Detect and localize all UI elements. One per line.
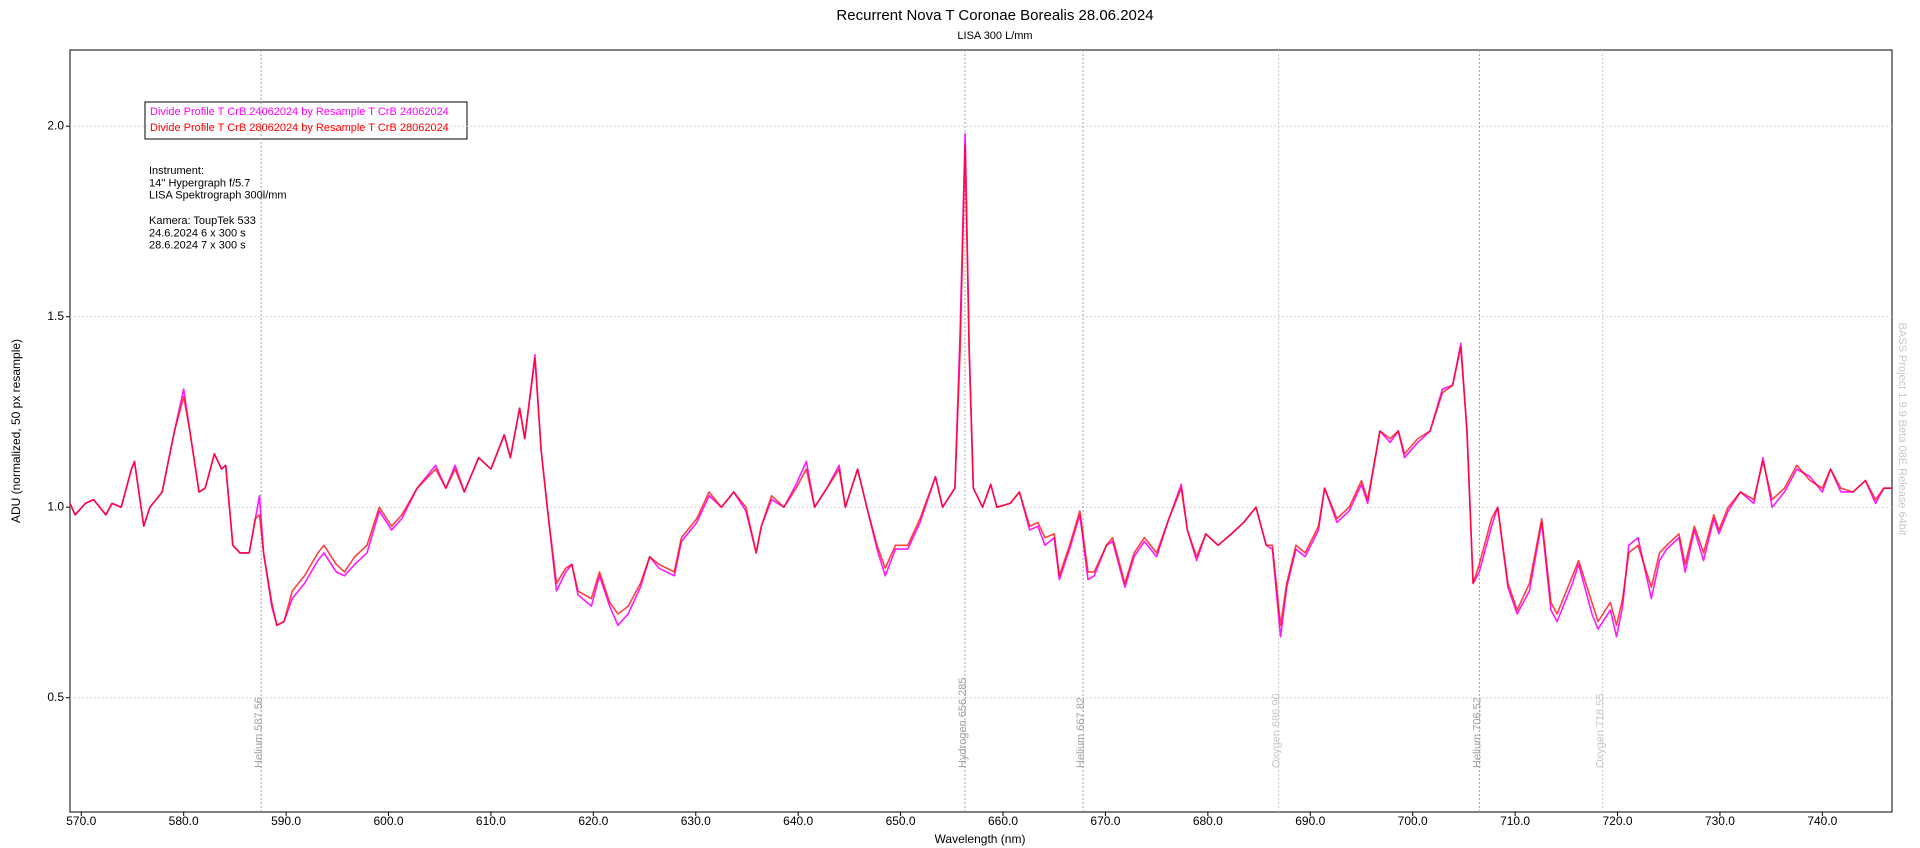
note-line: 24.6.2024 6 x 300 s — [149, 227, 246, 239]
marker-label: Helium 667.82 — [1075, 697, 1087, 768]
x-tick-label: 620.0 — [578, 814, 608, 828]
watermark: BASS Project 1.9.9 Beta 08E Release 64bi… — [1896, 323, 1908, 536]
marker-label: Oxygen 686.90 — [1270, 693, 1282, 768]
x-tick-label: 610.0 — [476, 814, 506, 828]
spectrum-line — [69, 144, 1892, 627]
y-tick-label: 0.5 — [47, 690, 64, 704]
plot-frame — [69, 49, 1893, 813]
x-tick-label: 680.0 — [1193, 814, 1223, 828]
chart-title: Recurrent Nova T Coronae Borealis 28.06.… — [836, 7, 1153, 24]
x-tick-label: 740.0 — [1807, 814, 1837, 828]
x-tick-label: 720.0 — [1603, 814, 1633, 828]
marker-label: Helium 587.56 — [253, 697, 265, 768]
y-tick-label: 1.0 — [47, 499, 64, 513]
y-tick-label: 2.0 — [47, 118, 64, 132]
legend-box — [144, 101, 468, 140]
x-tick-label: 670.0 — [1090, 814, 1120, 828]
x-tick-label: 660.0 — [988, 814, 1018, 828]
x-axis-label: Wavelength (nm) — [935, 832, 1026, 846]
y-tick-label: 1.5 — [47, 309, 64, 323]
legend-entry: Divide Profile T CrB 28062024 by Resampl… — [150, 122, 449, 134]
x-tick-label: 730.0 — [1705, 814, 1735, 828]
spectrum-line — [69, 133, 1892, 638]
chart-subtitle: LISA 300 L/mm — [957, 30, 1032, 42]
x-tick-label: 630.0 — [681, 814, 711, 828]
marker-label: Hydrogen 656.285 — [957, 677, 969, 768]
note-line: 28.6.2024 7 x 300 s — [149, 240, 246, 252]
x-tick-label: 570.0 — [66, 814, 96, 828]
y-axis-label: ADU (normalized, 50 px resample) — [9, 339, 23, 523]
x-tick-label: 650.0 — [886, 814, 916, 828]
legend-entry: Divide Profile T CrB 24062024 by Resampl… — [150, 106, 449, 118]
note-line: LISA Spektrograph 300l/mm — [149, 190, 287, 202]
x-tick-label: 590.0 — [271, 814, 301, 828]
x-tick-label: 700.0 — [1398, 814, 1428, 828]
marker-label: Helium 706.52 — [1471, 697, 1483, 768]
x-tick-label: 640.0 — [783, 814, 813, 828]
note-line: Instrument: — [149, 165, 204, 177]
x-tick-label: 580.0 — [169, 814, 199, 828]
x-tick-label: 710.0 — [1500, 814, 1530, 828]
x-tick-label: 690.0 — [1295, 814, 1325, 828]
note-line: 14'' Hypergraph f/5.7 — [149, 177, 250, 189]
x-tick-label: 600.0 — [374, 814, 404, 828]
note-line: Kamera: ToupTek 533 — [149, 215, 256, 227]
marker-label: Oxygen 718.55 — [1595, 693, 1607, 768]
